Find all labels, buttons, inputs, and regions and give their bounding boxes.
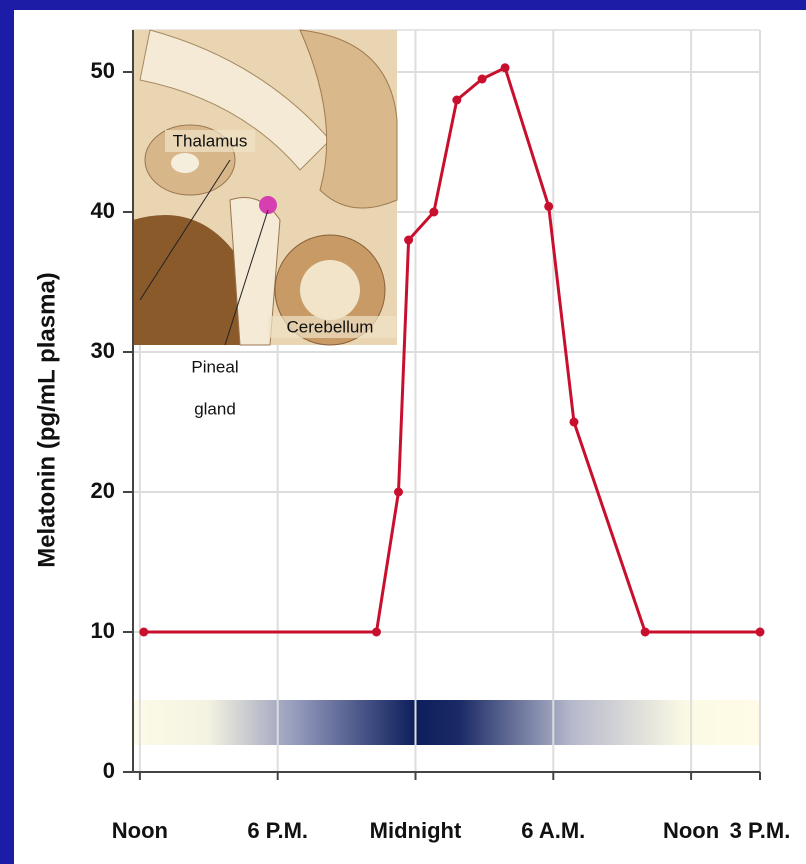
x-tick-label: 6 A.M. <box>521 818 585 843</box>
y-axis-label: Melatonin (pg/mL plasma) <box>33 272 60 568</box>
annotation: gland <box>194 399 236 418</box>
y-tick-label: 50 <box>91 58 115 83</box>
point <box>641 628 650 637</box>
point <box>372 628 381 637</box>
point <box>452 96 461 105</box>
annotation: Thalamus <box>173 131 248 150</box>
point <box>478 75 487 84</box>
night-band <box>133 700 760 745</box>
point <box>139 628 148 637</box>
y-tick-label: 20 <box>91 478 115 503</box>
x-tick-label: 6 P.M. <box>247 818 308 843</box>
y-tick-label: 10 <box>91 618 115 643</box>
point <box>501 63 510 72</box>
x-tick-label: Noon <box>663 818 719 843</box>
y-tick-label: 30 <box>91 338 115 363</box>
x-tick-label: Noon <box>112 818 168 843</box>
x-tick-label: Midnight <box>370 818 462 843</box>
y-tick-label: 0 <box>103 758 115 783</box>
point <box>429 208 438 217</box>
point <box>404 236 413 245</box>
point <box>756 628 765 637</box>
brain-inset <box>133 30 397 345</box>
point <box>394 488 403 497</box>
annotation: Pineal <box>191 357 238 376</box>
chart: Thalamus Cerebellum Pineal gland Melaton… <box>0 0 806 864</box>
point <box>544 202 553 211</box>
annotation: Cerebellum <box>287 317 374 336</box>
y-tick-label: 40 <box>91 198 115 223</box>
x-tick-label: 3 P.M. <box>730 818 791 843</box>
point <box>569 418 578 427</box>
